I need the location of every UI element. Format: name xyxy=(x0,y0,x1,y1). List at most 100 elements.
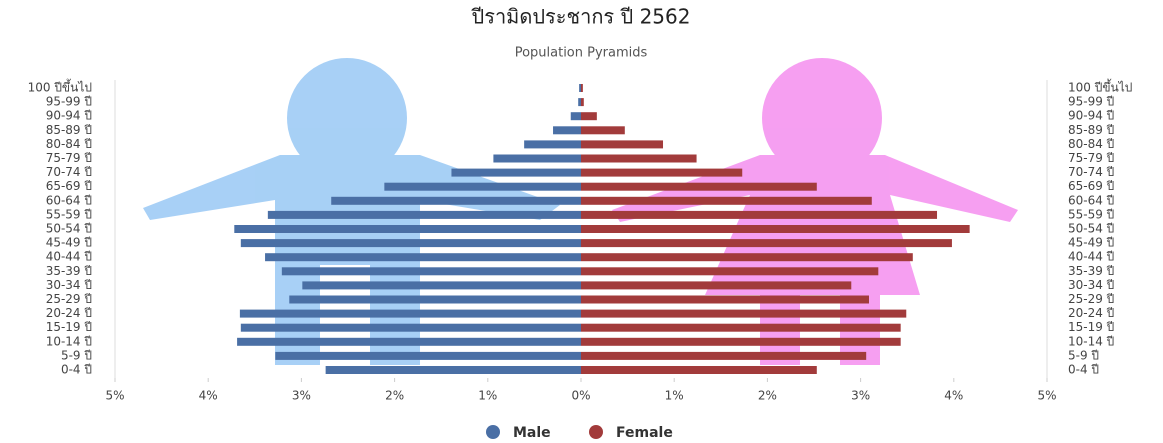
bar xyxy=(579,84,581,92)
category-label: 80-84 ปี xyxy=(46,137,92,151)
category-label: 95-99 ปี xyxy=(1068,95,1114,109)
category-label: 50-54 ปี xyxy=(46,222,92,236)
bar xyxy=(581,351,867,360)
category-label: 80-84 ปี xyxy=(1068,137,1114,151)
category-label: 0-4 ปี xyxy=(61,363,92,377)
category-label: 40-44 ปี xyxy=(1068,250,1114,264)
bar xyxy=(578,98,581,107)
bar xyxy=(581,98,584,107)
category-label: 5-9 ปี xyxy=(61,348,92,362)
bar xyxy=(234,225,581,233)
category-label: 90-94 ปี xyxy=(46,109,92,123)
category-label: 100 ปีขึ้นไป xyxy=(1068,79,1132,95)
legend-label: Female xyxy=(616,425,673,441)
bar xyxy=(275,351,581,360)
bar xyxy=(493,154,581,163)
bar xyxy=(581,225,970,233)
category-label: 60-64 ปี xyxy=(1068,193,1114,207)
category-label: 75-79 ปี xyxy=(46,151,92,165)
category-label: 5-9 ปี xyxy=(1068,348,1099,362)
bar xyxy=(581,140,664,149)
category-label: 20-24 ปี xyxy=(1068,306,1114,320)
category-label: 25-29 ปี xyxy=(1068,292,1114,306)
category-label: 10-14 ปี xyxy=(46,334,92,348)
bar xyxy=(581,126,625,135)
category-label: 40-44 ปี xyxy=(46,250,92,264)
chart-title: ปีรามิดประชากร ปี 2562 xyxy=(471,5,690,29)
bar xyxy=(570,112,581,121)
x-tick-label: 2% xyxy=(758,389,777,403)
bar xyxy=(581,168,743,177)
bar xyxy=(524,140,581,149)
x-tick-label: 1% xyxy=(665,389,684,403)
bar xyxy=(384,182,581,191)
bar xyxy=(581,239,952,248)
category-label: 60-64 ปี xyxy=(46,193,92,207)
category-label: 55-59 ปี xyxy=(46,207,92,221)
x-tick-label: 2% xyxy=(385,389,404,403)
bar xyxy=(237,337,582,346)
legend-marker xyxy=(486,425,500,439)
bar xyxy=(581,323,901,332)
x-tick-label: 4% xyxy=(199,389,218,403)
category-label: 100 ปีขึ้นไป xyxy=(28,79,92,95)
bar xyxy=(325,366,581,374)
category-label: 70-74 ปี xyxy=(46,165,92,179)
bar xyxy=(240,323,581,332)
bar xyxy=(451,168,581,177)
category-label: 45-49 ปี xyxy=(46,236,92,250)
bar xyxy=(581,196,872,205)
bar xyxy=(581,154,697,163)
bar xyxy=(581,309,907,318)
bar xyxy=(581,84,583,92)
category-label: 0-4 ปี xyxy=(1068,363,1099,377)
bar xyxy=(581,182,817,191)
category-label: 35-39 ปี xyxy=(1068,264,1114,278)
category-label: 30-34 ปี xyxy=(1068,278,1114,292)
bar xyxy=(331,196,581,205)
bar xyxy=(581,366,817,374)
category-label: 65-69 ปี xyxy=(1068,179,1114,193)
bar xyxy=(553,126,581,135)
bar xyxy=(281,267,581,276)
bar xyxy=(239,309,581,318)
category-label: 30-34 ปี xyxy=(46,278,92,292)
category-label: 65-69 ปี xyxy=(46,179,92,193)
category-label: 85-89 ปี xyxy=(1068,123,1114,137)
x-tick-label: 3% xyxy=(851,389,870,403)
category-label: 50-54 ปี xyxy=(1068,222,1114,236)
legend-label: Male xyxy=(513,425,551,441)
category-label: 75-79 ปี xyxy=(1068,151,1114,165)
bar xyxy=(267,210,581,219)
bar xyxy=(581,295,869,304)
category-label: 20-24 ปี xyxy=(46,306,92,320)
bar xyxy=(289,295,581,304)
bar xyxy=(581,267,879,276)
category-label: 10-14 ปี xyxy=(1068,334,1114,348)
x-tick-label: 0% xyxy=(571,389,590,403)
legend-marker xyxy=(589,425,603,439)
category-label: 90-94 ปี xyxy=(1068,109,1114,123)
bar xyxy=(302,281,581,290)
chart-subtitle: Population Pyramids xyxy=(515,46,648,61)
x-tick-label: 1% xyxy=(478,389,497,403)
bar xyxy=(581,112,597,121)
category-label: 45-49 ปี xyxy=(1068,236,1114,250)
x-tick-label: 5% xyxy=(1037,389,1056,403)
bar xyxy=(581,281,852,290)
bar xyxy=(265,253,581,262)
category-label: 70-74 ปี xyxy=(1068,165,1114,179)
category-label: 95-99 ปี xyxy=(46,95,92,109)
category-label: 85-89 ปี xyxy=(46,123,92,137)
category-label: 35-39 ปี xyxy=(46,264,92,278)
bar xyxy=(581,210,938,219)
category-label: 25-29 ปี xyxy=(46,292,92,306)
x-tick-label: 3% xyxy=(292,389,311,403)
x-tick-label: 5% xyxy=(105,389,124,403)
bar xyxy=(581,337,901,346)
category-label: 55-59 ปี xyxy=(1068,207,1114,221)
category-label: 15-19 ปี xyxy=(1068,320,1114,334)
category-label: 15-19 ปี xyxy=(46,320,92,334)
bar xyxy=(581,253,913,262)
